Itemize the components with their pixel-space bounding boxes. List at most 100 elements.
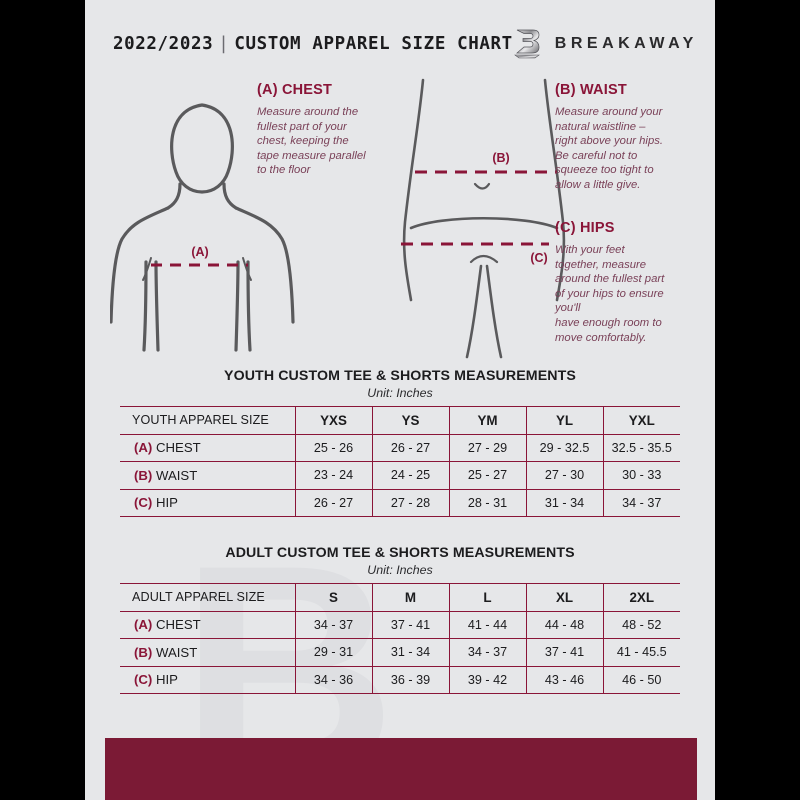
brand-name: BREAKAWAY (554, 35, 698, 52)
adult-header-row: ADULT APPAREL SIZE S M L XL 2XL (120, 583, 680, 612)
youth-row-label-2: (C) HIP (120, 489, 295, 517)
adult-row-tag-2: (C) (134, 672, 153, 688)
callout-chest: (A) CHEST Measure around the fullest par… (257, 82, 417, 178)
youth-cell-1-2: 25 - 27 (448, 461, 526, 490)
adult-row-name-0: CHEST (155, 617, 201, 633)
season-label: 2022/2023 (113, 34, 214, 54)
table-row: (C) HIP 26 - 27 27 - 28 28 - 31 31 - 34 … (120, 489, 680, 517)
youth-row-tag-1: (B) (134, 467, 153, 483)
title-text: CUSTOM APPAREL SIZE CHART (234, 34, 513, 54)
callout-waist: (B) WAIST Measure around your natural wa… (555, 82, 715, 193)
adult-size-header-0: S (294, 583, 372, 612)
adult-cell-1-0: 29 - 31 (294, 638, 372, 667)
adult-table-block: ADULT CUSTOM TEE & SHORTS MEASUREMENTS U… (120, 545, 680, 694)
youth-cell-1-1: 24 - 25 (371, 461, 449, 490)
youth-cell-0-4: 32.5 - 35.5 (602, 434, 680, 462)
page-title: 2022/2023 | CUSTOM APPAREL SIZE CHART (113, 34, 513, 54)
adult-cell-0-0: 34 - 37 (294, 611, 372, 639)
youth-cell-2-2: 28 - 31 (448, 489, 526, 517)
adult-row-name-2: HIP (155, 672, 178, 688)
title-separator: | (218, 34, 230, 54)
youth-table-title: YOUTH CUSTOM TEE & SHORTS MEASUREMENTS (224, 368, 576, 384)
measurement-diagrams: (B) (C) (A) (A) CHEST Measure (85, 72, 715, 362)
adult-cell-2-2: 39 - 42 (448, 666, 526, 694)
callout-chest-heading: (A) CHEST (257, 82, 333, 98)
youth-cell-2-1: 27 - 28 (371, 489, 449, 517)
youth-row-name-0: CHEST (155, 440, 201, 456)
bottom-accent-bar (105, 738, 697, 800)
adult-row-label-1: (B) WAIST (120, 638, 295, 667)
youth-cell-1-4: 30 - 33 (602, 461, 680, 490)
youth-size-header-1: YS (371, 406, 449, 435)
hips-diagram: (B) (C) (401, 78, 566, 359)
youth-size-header-2: YM (448, 406, 526, 435)
table-row: (C) HIP 34 - 36 36 - 39 39 - 42 43 - 46 … (120, 666, 680, 694)
breakaway-b-monogram-icon (513, 29, 540, 59)
adult-cell-1-4: 41 - 45.5 (602, 638, 680, 667)
brand-lockup: BREAKAWAY (513, 27, 698, 61)
adult-table-body: (A) CHEST 34 - 37 37 - 41 41 - 44 44 - 4… (120, 611, 680, 694)
youth-label-header: YOUTH APPAREL SIZE (120, 406, 295, 435)
adult-label-header: ADULT APPAREL SIZE (120, 583, 295, 612)
callout-waist-heading: (B) WAIST (555, 82, 627, 98)
youth-cell-1-3: 27 - 30 (525, 461, 603, 490)
youth-table-block: YOUTH CUSTOM TEE & SHORTS MEASUREMENTS U… (120, 368, 680, 517)
table-row: (B) WAIST 29 - 31 31 - 34 34 - 37 37 - 4… (120, 638, 680, 667)
youth-row-name-2: HIP (155, 495, 178, 511)
adult-cell-0-4: 48 - 52 (602, 611, 680, 639)
adult-row-tag-0: (A) (134, 617, 153, 633)
adult-table-unit: Unit: Inches (367, 563, 433, 577)
adult-cell-1-2: 34 - 37 (448, 638, 526, 667)
youth-cell-0-0: 25 - 26 (294, 434, 372, 462)
youth-cell-2-4: 34 - 37 (602, 489, 680, 517)
youth-table-unit: Unit: Inches (367, 386, 433, 400)
youth-cell-2-3: 31 - 34 (525, 489, 603, 517)
adult-size-header-4: 2XL (602, 583, 680, 612)
youth-cell-0-3: 29 - 32.5 (525, 434, 603, 462)
chest-marker-label: (A) (191, 245, 208, 259)
youth-size-table: YOUTH APPAREL SIZE YXS YS YM YL YXL (A) … (120, 406, 680, 517)
youth-cell-2-0: 26 - 27 (294, 489, 372, 517)
hips-marker-label: (C) (530, 251, 547, 265)
adult-row-label-2: (C) HIP (120, 666, 295, 694)
adult-row-label-0: (A) CHEST (120, 611, 295, 639)
youth-row-tag-0: (A) (134, 440, 153, 456)
callout-hips: (C) HIPS With your feet together, measur… (555, 220, 715, 345)
youth-size-header-0: YXS (294, 406, 372, 435)
adult-table-title: ADULT CUSTOM TEE & SHORTS MEASUREMENTS (225, 545, 575, 561)
youth-cell-0-1: 26 - 27 (371, 434, 449, 462)
youth-row-name-1: WAIST (155, 467, 198, 483)
adult-cell-0-3: 44 - 48 (525, 611, 603, 639)
size-chart-page: B 2022/2023 | CUSTOM APPAREL SIZE CHART BR… (85, 0, 715, 800)
youth-size-header-3: YL (525, 406, 603, 435)
table-row: (A) CHEST 25 - 26 26 - 27 27 - 29 29 - 3… (120, 434, 680, 462)
adult-cell-2-1: 36 - 39 (371, 666, 449, 694)
page-header: 2022/2023 | CUSTOM APPAREL SIZE CHART BREA… (85, 24, 715, 64)
adult-size-header-3: XL (525, 583, 603, 612)
youth-table-head: YOUTH APPAREL SIZE YXS YS YM YL YXL (120, 406, 680, 435)
youth-row-label-1: (B) WAIST (120, 461, 295, 490)
youth-cell-0-2: 27 - 29 (448, 434, 526, 462)
callout-chest-body: Measure around the fullest part of your … (257, 106, 366, 177)
callout-hips-body: With your feet together, measure around … (555, 244, 665, 344)
adult-size-header-1: M (371, 583, 449, 612)
callout-hips-heading: (C) HIPS (555, 220, 615, 236)
adult-cell-0-2: 41 - 44 (448, 611, 526, 639)
youth-table-body: (A) CHEST 25 - 26 26 - 27 27 - 29 29 - 3… (120, 434, 680, 517)
adult-cell-0-1: 37 - 41 (371, 611, 449, 639)
adult-row-tag-1: (B) (134, 644, 153, 660)
adult-cell-2-4: 46 - 50 (602, 666, 680, 694)
waist-marker-label: (B) (492, 151, 509, 165)
adult-table-head: ADULT APPAREL SIZE S M L XL 2XL (120, 583, 680, 612)
youth-size-header-4: YXL (602, 406, 680, 435)
table-row: (A) CHEST 34 - 37 37 - 41 41 - 44 44 - 4… (120, 611, 680, 639)
adult-cell-1-3: 37 - 41 (525, 638, 603, 667)
table-row: (B) WAIST 23 - 24 24 - 25 25 - 27 27 - 3… (120, 461, 680, 490)
youth-row-label-0: (A) CHEST (120, 434, 295, 462)
adult-row-name-1: WAIST (155, 644, 198, 660)
torso-diagram: (A) (110, 103, 295, 352)
youth-cell-1-0: 23 - 24 (294, 461, 372, 490)
adult-cell-2-0: 34 - 36 (294, 666, 372, 694)
adult-size-table: ADULT APPAREL SIZE S M L XL 2XL (A) CHES… (120, 583, 680, 694)
youth-row-tag-2: (C) (134, 495, 153, 511)
